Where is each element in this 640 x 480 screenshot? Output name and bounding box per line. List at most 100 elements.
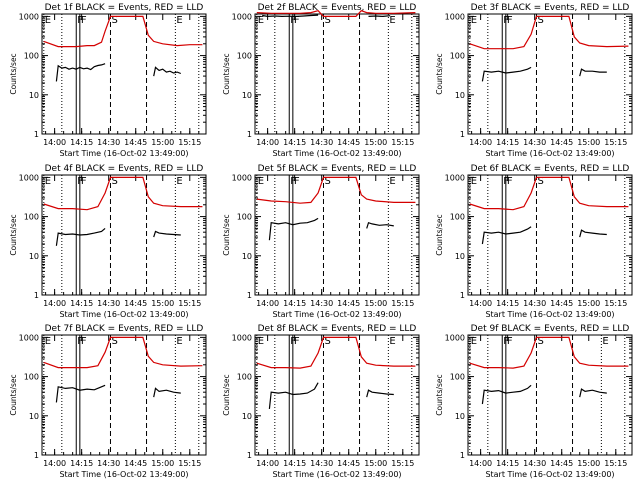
x-tick-label: 14:45: [124, 459, 147, 468]
detector-panel: Det 4f BLACK = Events, RED = LLD 1 10 100 10…: [9, 164, 207, 319]
x-tick-label: 15:15: [391, 138, 414, 147]
time-marker-label: F: [81, 15, 87, 26]
x-tick-label: 14:45: [337, 459, 360, 468]
y-tick-label: 1000: [445, 12, 465, 21]
time-marker-label: S: [111, 336, 117, 347]
x-tick-label: 15:00: [577, 299, 600, 308]
x-tick-label: 14:00: [256, 459, 279, 468]
time-marker-label: E: [389, 336, 395, 347]
lld-series-line: [43, 336, 203, 369]
x-tick-label: 14:00: [469, 299, 492, 308]
x-tick-label: 15:15: [604, 299, 627, 308]
y-tick-label: 10: [29, 412, 39, 421]
y-axis-label: Counts/sec: [435, 214, 444, 255]
time-marker-label: E: [176, 176, 182, 187]
y-tick-label: 10: [455, 412, 465, 421]
events-series-line: [366, 221, 394, 229]
y-tick-label: 1: [460, 451, 465, 460]
x-tick-label: 14:00: [256, 138, 279, 147]
x-tick-label: 14:00: [469, 138, 492, 147]
x-tick-label: 14:30: [97, 299, 120, 308]
x-tick-label: 14:45: [550, 299, 573, 308]
y-tick-label: 1: [460, 130, 465, 139]
time-marker-label: E: [45, 336, 51, 347]
time-marker-label: E: [176, 336, 182, 347]
x-tick-label: 15:00: [151, 459, 174, 468]
plot-frame: [467, 174, 633, 296]
x-tick-label: 14:00: [256, 299, 279, 308]
events-series-line: [481, 384, 532, 405]
lld-series-line: [256, 176, 416, 204]
events-series-line: [481, 226, 532, 245]
events-series-line: [268, 382, 319, 409]
y-tick-label: 100: [237, 373, 252, 382]
events-series-line: [153, 387, 181, 398]
plot-frame: [467, 13, 633, 135]
y-tick-label: 1000: [445, 333, 465, 342]
x-tick-label: 15:15: [178, 459, 201, 468]
y-tick-label: 1: [34, 291, 39, 300]
detector-panel: Det 5f BLACK = Events, RED = LLD 1 10 100 10…: [222, 164, 420, 319]
time-marker-label: E: [258, 176, 264, 187]
x-axis-label: Start Time (16-Oct-02 13:49:00): [485, 310, 614, 319]
x-axis-label: Start Time (16-Oct-02 13:49:00): [59, 310, 188, 319]
y-tick-label: 100: [450, 52, 465, 61]
time-marker-label: E: [258, 15, 264, 26]
x-tick-label: 14:30: [310, 459, 333, 468]
x-tick-label: 14:15: [283, 459, 306, 468]
detector-panel: Det 2f BLACK = Events, RED = LLD 1 10 100 10…: [222, 3, 420, 158]
x-tick-label: 15:15: [391, 299, 414, 308]
lld-series-line: [43, 15, 203, 48]
events-series-line: [55, 227, 106, 246]
events-series-line: [268, 217, 319, 241]
x-tick-label: 15:00: [364, 299, 387, 308]
y-axis-label: Counts/sec: [9, 374, 18, 415]
detector-panel: Det 1f BLACK = Events, RED = LLD 1 10 100 10…: [9, 3, 207, 158]
plot-frame: [254, 174, 420, 296]
x-axis-label: Start Time (16-Oct-02 13:49:00): [272, 310, 401, 319]
x-tick-label: 14:45: [124, 138, 147, 147]
y-axis-label: Counts/sec: [222, 214, 231, 255]
y-tick-label: 1: [247, 130, 252, 139]
x-tick-label: 15:00: [577, 459, 600, 468]
time-marker-label: E: [45, 15, 51, 26]
x-tick-label: 14:30: [523, 459, 546, 468]
chart-title: Det 2f BLACK = Events, RED = LLD: [258, 3, 417, 13]
plot-frame: [41, 13, 207, 135]
x-tick-label: 14:45: [337, 299, 360, 308]
x-tick-label: 14:00: [43, 299, 66, 308]
lld-series-line: [469, 176, 629, 211]
y-axis-label: Counts/sec: [435, 374, 444, 415]
plot-frame: [467, 334, 633, 456]
x-tick-label: 14:30: [310, 138, 333, 147]
detector-panel: Det 3f BLACK = Events, RED = LLD 1 10 100 10…: [435, 3, 633, 158]
y-tick-label: 10: [29, 91, 39, 100]
lld-series-line: [256, 10, 416, 17]
y-tick-label: 1000: [232, 173, 252, 182]
chart-title: Det 3f BLACK = Events, RED = LLD: [471, 3, 630, 13]
y-tick-label: 1000: [232, 333, 252, 342]
y-tick-label: 1000: [19, 12, 39, 21]
chart-title: Det 6f BLACK = Events, RED = LLD: [471, 164, 630, 174]
x-tick-label: 15:15: [604, 459, 627, 468]
time-marker-label: F: [294, 336, 300, 347]
x-tick-label: 14:30: [523, 138, 546, 147]
lld-series-line: [469, 15, 629, 50]
x-tick-label: 14:30: [97, 138, 120, 147]
time-marker-label: F: [507, 336, 513, 347]
y-tick-label: 10: [455, 91, 465, 100]
y-axis-label: Counts/sec: [9, 214, 18, 255]
time-marker-label: E: [176, 15, 182, 26]
chart-title: Det 1f BLACK = Events, RED = LLD: [45, 3, 204, 13]
events-series-line: [262, 14, 319, 18]
x-tick-label: 14:15: [283, 299, 306, 308]
chart-title: Det 7f BLACK = Events, RED = LLD: [45, 324, 204, 334]
y-tick-label: 100: [237, 52, 252, 61]
detector-panel: Det 6f BLACK = Events, RED = LLD 1 10 100 10…: [435, 164, 633, 319]
time-marker-label: S: [111, 15, 117, 26]
y-tick-label: 1000: [232, 12, 252, 21]
y-tick-label: 1: [247, 451, 252, 460]
y-tick-label: 100: [450, 373, 465, 382]
events-series-line: [579, 388, 607, 398]
